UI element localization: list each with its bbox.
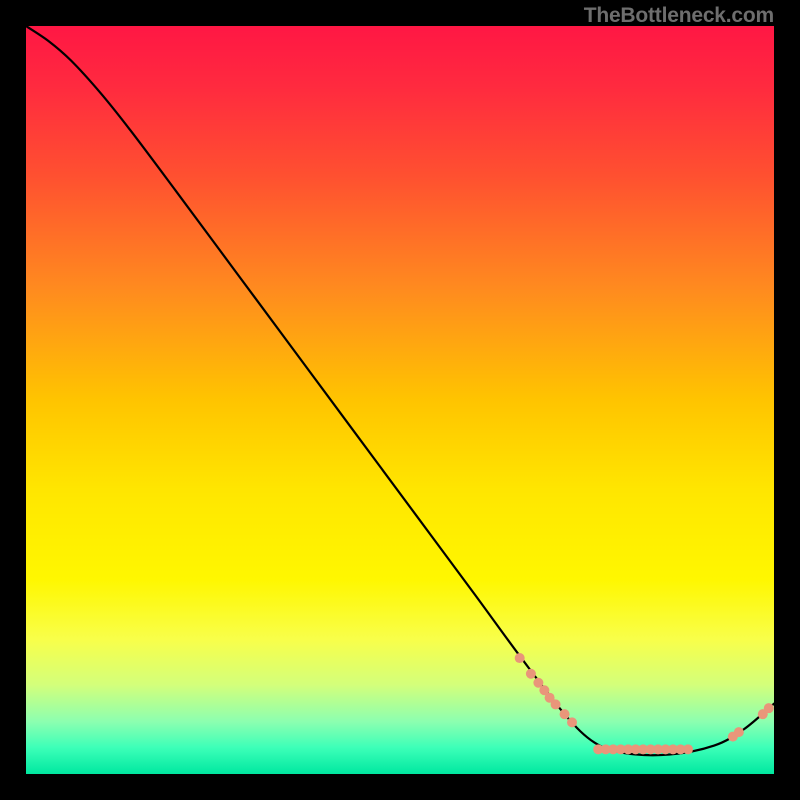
chart-container: TheBottleneck.com xyxy=(0,0,800,800)
bottleneck-curve xyxy=(26,26,774,755)
data-marker xyxy=(734,727,744,737)
data-marker xyxy=(567,717,577,727)
data-marker xyxy=(515,653,525,663)
watermark-text: TheBottleneck.com xyxy=(584,4,774,28)
chart-overlay xyxy=(26,26,774,774)
data-marker xyxy=(526,669,536,679)
data-marker xyxy=(764,703,774,713)
data-marker xyxy=(551,699,561,709)
plot-area xyxy=(26,26,774,774)
data-markers xyxy=(515,653,774,754)
data-marker xyxy=(560,709,570,719)
data-marker xyxy=(683,744,693,754)
